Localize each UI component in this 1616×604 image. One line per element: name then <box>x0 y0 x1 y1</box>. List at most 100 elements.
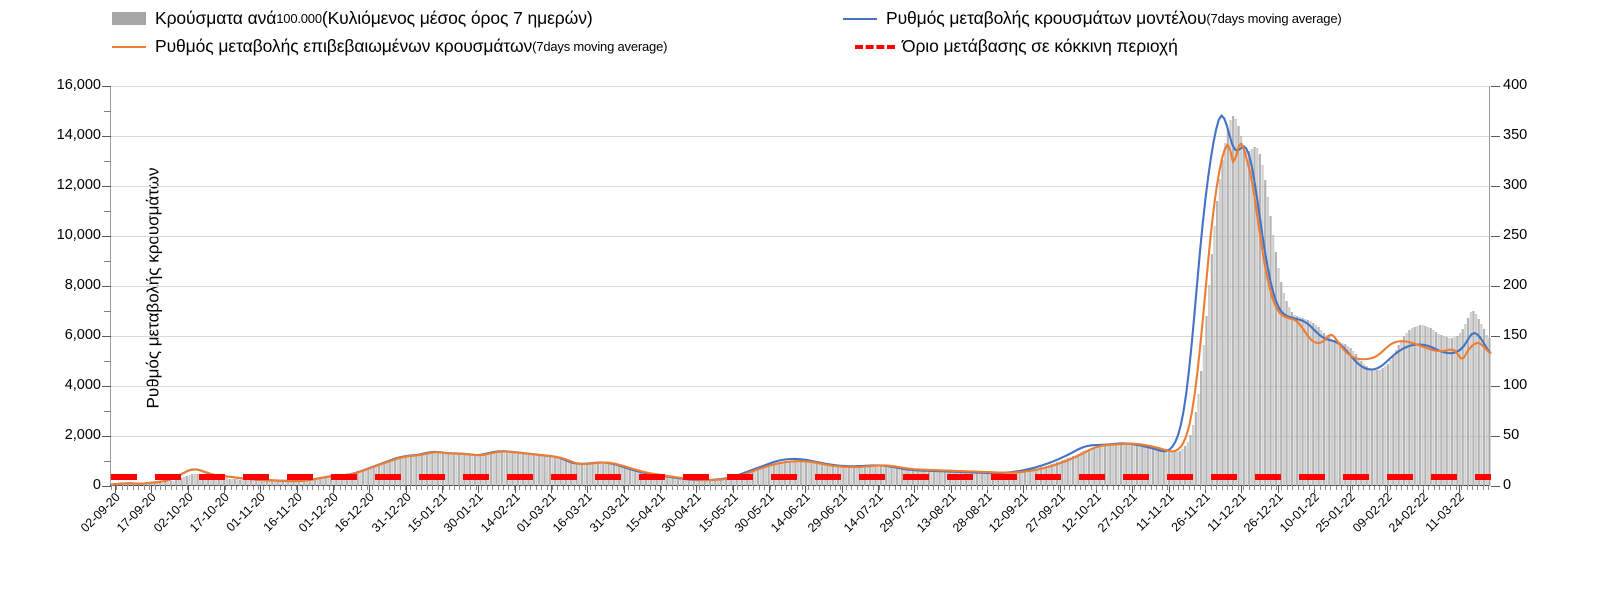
bar <box>1397 345 1400 486</box>
bar <box>802 462 805 486</box>
x-tick-mark-minor <box>508 486 510 490</box>
bar <box>153 483 156 486</box>
bar <box>1282 293 1285 486</box>
bar <box>1237 126 1240 486</box>
bar <box>1130 444 1133 486</box>
bar <box>1229 120 1232 486</box>
x-tick-label: 11-03-22 <box>1422 490 1468 535</box>
x-tick-mark-minor <box>377 486 379 490</box>
bar <box>260 481 263 486</box>
y-tick-label-right: 0 <box>1503 477 1512 493</box>
bar <box>1314 325 1318 486</box>
bar <box>1103 445 1107 486</box>
bar <box>391 459 394 486</box>
bar <box>1338 342 1342 486</box>
x-tick-mark <box>442 486 443 493</box>
bar <box>578 464 581 486</box>
bar <box>1149 446 1152 486</box>
bar <box>356 471 359 486</box>
x-tick-mark-minor <box>573 486 575 490</box>
x-tick-mark <box>1277 486 1279 493</box>
x-tick-mark-minor <box>1134 486 1136 490</box>
x-tick-mark-minor <box>279 486 281 490</box>
x-tick-mark-minor <box>230 486 232 490</box>
bar <box>1288 307 1291 486</box>
x-tick-mark-minor <box>688 486 690 490</box>
bar <box>1197 394 1200 486</box>
x-tick-mark-minor <box>704 486 706 490</box>
x-tick-mark-minor <box>1395 486 1397 490</box>
bar <box>756 469 760 486</box>
x-tick-mark <box>1023 486 1025 493</box>
legend-label-bars-tail: (Κυλιόμενος μέσος όρος 7 ημερών) <box>321 8 593 28</box>
bar <box>676 478 680 486</box>
bar <box>690 480 693 486</box>
legend-item-red-threshold[interactable]: Όριο μετάβασης σε κόκκινη περιοχή <box>855 36 1178 57</box>
x-tick-mark-minor <box>889 486 891 490</box>
legend-swatch-dash-red-icon <box>855 44 895 49</box>
bar <box>1205 316 1208 486</box>
bar <box>674 478 677 486</box>
bar <box>1309 321 1312 486</box>
x-tick-mark-minor <box>1488 486 1490 490</box>
bar <box>327 476 330 486</box>
bar <box>973 473 976 486</box>
bar <box>514 452 517 486</box>
x-tick-mark-minor <box>666 486 668 490</box>
bar <box>740 475 744 486</box>
bar <box>1184 446 1187 486</box>
bar <box>655 475 658 486</box>
legend-item-bars[interactable]: Κρούσματα ανά 100.000 (Κυλιόμενος μέσος … <box>112 8 593 29</box>
bar <box>1488 338 1491 486</box>
bar <box>1026 470 1029 486</box>
bar <box>556 458 559 486</box>
x-tick-label: 13-08-21 <box>913 490 959 535</box>
bar <box>660 476 664 486</box>
y-tick-mark-right <box>1491 286 1500 287</box>
x-tick-mark <box>769 486 771 493</box>
x-tick-mark-minor <box>464 486 466 490</box>
x-tick-mark-minor <box>437 486 439 490</box>
bar <box>236 479 239 486</box>
bar <box>847 467 850 486</box>
bar <box>1266 197 1269 486</box>
bar <box>1101 445 1104 486</box>
y-tick-label-left: 2,000 <box>64 427 101 443</box>
bar <box>519 453 522 486</box>
bar <box>183 477 186 486</box>
bar <box>337 475 341 486</box>
x-tick-mark-minor <box>524 486 526 490</box>
bar <box>636 471 640 486</box>
bar <box>458 453 461 486</box>
bar <box>231 479 234 486</box>
bar <box>754 470 757 486</box>
plot-area: Ρυθμός μεταβολής κρουσμάτων Κρούσματα αν… <box>57 77 1616 535</box>
y-tick-label-left: 10,000 <box>56 227 101 243</box>
bar <box>1477 319 1480 486</box>
x-tick-mark <box>696 486 698 493</box>
bar <box>797 461 800 486</box>
bar <box>1122 444 1125 486</box>
bar <box>1085 450 1088 486</box>
x-tick-mark-minor <box>764 486 766 490</box>
legend-item-model-rate[interactable]: Ρυθμός μεταβολής κρουσμάτων μοντέλου (7d… <box>843 8 1342 29</box>
x-tick-mark-minor <box>1450 486 1452 490</box>
bar <box>361 470 365 486</box>
bar <box>727 478 730 486</box>
bar <box>1202 345 1205 486</box>
bar <box>1408 330 1411 486</box>
bar <box>340 475 343 486</box>
x-tick-mark-minor <box>1063 486 1065 490</box>
bar <box>169 481 172 486</box>
x-tick-mark-minor <box>971 486 973 490</box>
x-tick-mark-minor <box>1194 486 1196 490</box>
bar <box>692 480 696 486</box>
y-tick-mark-minor-left <box>104 361 111 362</box>
x-tick-mark-minor <box>138 486 140 490</box>
x-tick-mark-minor <box>1390 486 1392 490</box>
x-tick-mark-minor <box>976 486 978 490</box>
legend-item-confirmed-rate[interactable]: Ρυθμός μεταβολής επιβεβαιωμένων κρουσμάτ… <box>112 36 667 57</box>
x-tick-mark-minor <box>1422 486 1424 490</box>
bar <box>708 480 712 486</box>
bar <box>1381 368 1384 486</box>
